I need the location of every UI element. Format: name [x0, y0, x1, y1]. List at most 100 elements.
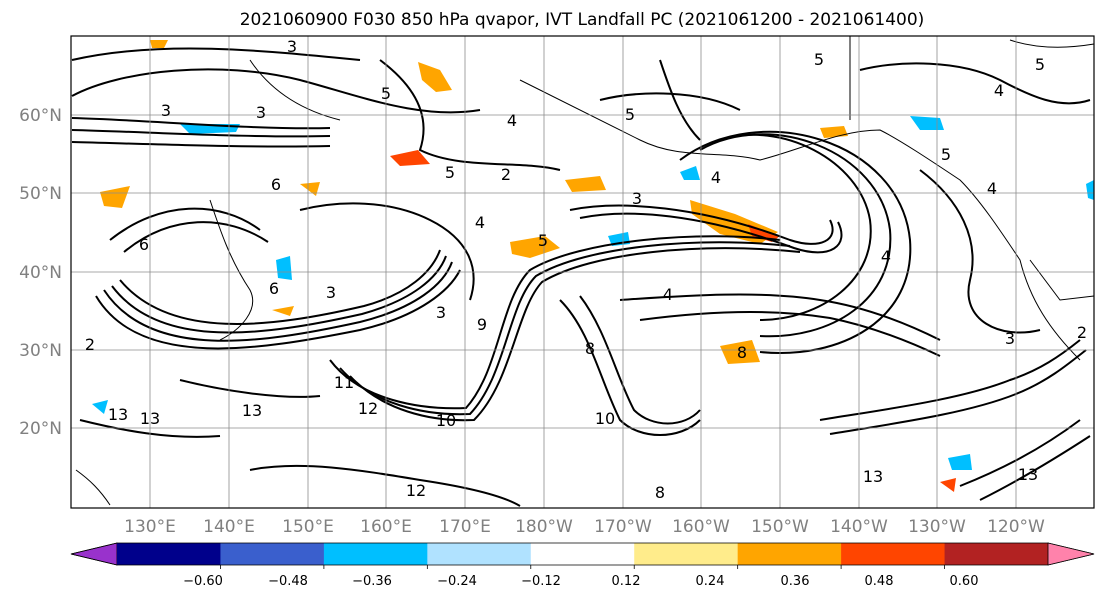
lon-label: 180°W	[515, 517, 573, 537]
lon-label: 150°E	[282, 517, 334, 537]
colorbar-tick-label: −0.36	[352, 574, 392, 589]
coastline	[519, 79, 1081, 361]
lon-label: 160°E	[360, 517, 412, 537]
contour-line	[123, 221, 269, 253]
lon-label: 130°E	[124, 517, 176, 537]
lat-labels: 20°N 30°N 40°N 50°N 60°N	[19, 106, 62, 439]
lon-label: 150°W	[751, 517, 809, 537]
shading-blob	[680, 166, 700, 180]
contour-line	[71, 117, 331, 130]
contour-label: 5	[941, 145, 951, 164]
lon-label: 140°W	[830, 517, 888, 537]
contour-line	[639, 311, 941, 357]
contour-label: 12	[358, 399, 378, 418]
contour-label: 10	[595, 409, 615, 428]
contour-label: 4	[994, 81, 1004, 100]
colorbar-segment	[737, 543, 842, 565]
colorbar-tick-label: 0.48	[865, 574, 894, 589]
lon-label: 140°E	[203, 517, 255, 537]
contour-labels: 3 3 3 3 5 5 5 5 4 4 4 5 6 6 6 3 3 4 4 2 …	[85, 37, 1087, 502]
contour-line	[579, 212, 843, 254]
map-panel: 3 3 3 3 5 5 5 5 4 4 4 5 6 6 6 3 3 4 4 2 …	[70, 35, 1095, 509]
contour-label: 3	[256, 103, 266, 122]
contour-label: 2	[501, 165, 511, 184]
contour-line	[339, 241, 791, 416]
shading-blob	[565, 176, 606, 192]
contour-label: 13	[242, 401, 262, 420]
contour-label: 4	[475, 213, 485, 232]
contour-line	[71, 141, 331, 148]
shading-blob	[100, 186, 130, 208]
contour-line	[111, 255, 447, 334]
colorbar-tick-label: 0.24	[696, 574, 725, 589]
colorbar-segment	[427, 543, 532, 565]
contour-line	[329, 235, 781, 410]
contour-line	[979, 435, 1091, 501]
shading-blob	[720, 340, 760, 364]
contour-label: 8	[655, 483, 665, 502]
contour-label: 4	[987, 179, 997, 198]
contour-line	[109, 207, 261, 241]
contour-line	[659, 59, 701, 141]
contour-label: 6	[271, 175, 281, 194]
contour-label: 5	[445, 163, 455, 182]
shading-blob	[150, 40, 168, 48]
contour-label: 3	[287, 37, 297, 56]
coastline	[209, 199, 254, 341]
contour-line	[103, 261, 453, 342]
lat-label: 40°N	[19, 263, 62, 283]
colorbar-segment	[323, 543, 428, 565]
contour-label: 11	[334, 373, 354, 392]
shading-blob	[92, 400, 108, 414]
shading-blob	[272, 306, 294, 316]
colorbar-tick-label: 0.12	[612, 574, 641, 589]
contour-line	[919, 169, 1041, 334]
contour-label: 2	[85, 335, 95, 354]
contour-label: 5	[625, 105, 635, 124]
colorbar-tick-label: −0.60	[183, 574, 223, 589]
gridlines	[71, 36, 1094, 508]
contour-line	[71, 129, 331, 138]
contour-label: 9	[477, 315, 487, 334]
contour-label: 3	[436, 303, 446, 322]
colorbar-tick-label: −0.12	[521, 574, 561, 589]
shading-blob	[390, 150, 430, 166]
contour-line	[179, 379, 321, 398]
contour-label: 8	[585, 339, 595, 358]
coastline	[1029, 259, 1095, 301]
contour-line	[619, 293, 941, 341]
colorbar-segment	[220, 543, 325, 565]
coastline	[1009, 39, 1095, 48]
contour-label: 13	[1018, 465, 1038, 484]
lon-label: 130°W	[908, 517, 966, 537]
contour-label: 3	[1005, 329, 1015, 348]
lat-label: 60°N	[19, 106, 62, 126]
contour-label: 4	[711, 168, 721, 187]
contour-line	[719, 133, 872, 321]
colorbar-extend-max	[1047, 542, 1095, 566]
colorbar-segments	[70, 542, 1095, 566]
contour-line	[249, 464, 521, 507]
shading-blob	[940, 478, 956, 492]
lon-label: 120°W	[987, 517, 1045, 537]
lon-labels: 130°E 140°E 150°E 160°E 170°E 180°W 170°…	[124, 517, 1045, 537]
contour-label: 4	[507, 111, 517, 130]
contour-label: 6	[269, 279, 279, 298]
shading-blob	[948, 454, 972, 470]
contour-label: 13	[140, 409, 160, 428]
contour-line	[579, 295, 701, 425]
colorbar-extend-min	[70, 542, 118, 566]
shading-blob	[300, 182, 320, 196]
colorbar-tick-label: −0.24	[437, 574, 477, 589]
contour-label: 5	[1035, 55, 1045, 74]
colorbar-segment	[530, 543, 635, 565]
contour-layer	[71, 47, 1091, 507]
plot-title: 2021060900 F030 850 hPa qvapor, IVT Land…	[240, 10, 925, 30]
contour-label: 13	[863, 467, 883, 486]
colorbar-segment	[634, 543, 739, 565]
contour-line	[71, 47, 361, 61]
contour-line	[599, 92, 741, 111]
contour-line	[119, 249, 441, 325]
contour-line	[559, 299, 701, 436]
